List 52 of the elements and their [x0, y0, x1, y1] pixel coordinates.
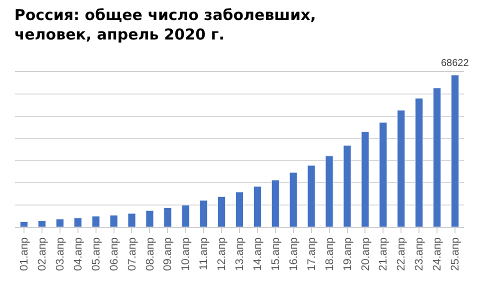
x-tick-label: 22.апр	[396, 237, 408, 271]
x-tick-label: 12.апр	[216, 237, 228, 271]
bar	[92, 216, 100, 227]
bar	[325, 156, 334, 227]
bar	[253, 186, 262, 227]
x-tick-label: 05.апр	[90, 237, 102, 271]
x-tick-label: 18.апр	[324, 237, 336, 271]
x-tick-label: 24.апр	[432, 237, 444, 271]
bar	[56, 218, 64, 227]
x-tick-label: 20.апр	[360, 237, 372, 271]
bar	[146, 210, 154, 227]
x-tick-label: 01.апр	[18, 237, 31, 271]
x-tick-label: 14.апр	[252, 237, 264, 271]
chart-title: Россия: общее число заболевших, человек, апрель 2020 г.	[14, 6, 316, 44]
bar	[235, 192, 244, 227]
bar	[128, 213, 136, 227]
bar	[433, 88, 442, 227]
x-tick-label: 19.апр	[342, 237, 354, 271]
bar	[307, 165, 316, 227]
bar	[164, 207, 172, 227]
bar	[343, 145, 352, 227]
bar	[74, 218, 82, 227]
x-tick-label: 13.апр	[234, 237, 246, 271]
bar	[110, 215, 118, 227]
data-label: 68622	[441, 58, 470, 69]
bar	[289, 172, 298, 227]
x-tick-label: 16.апр	[288, 237, 300, 271]
bar	[379, 122, 388, 227]
bar	[397, 110, 406, 227]
x-tick-label: 03.апр	[54, 237, 66, 271]
x-tick-label: 25.апр	[450, 237, 462, 271]
x-tick-label: 23.апр	[414, 237, 426, 271]
bar	[182, 204, 190, 227]
bar	[200, 200, 208, 227]
bar	[415, 98, 424, 227]
x-tick-label: 21.апр	[378, 237, 390, 271]
x-tick-label: 15.апр	[270, 237, 282, 271]
x-tick-label: 04.апр	[72, 237, 84, 271]
x-tick-label: 06.апр	[108, 237, 120, 271]
bar	[20, 221, 28, 227]
x-tick-label: 09.апр	[162, 237, 174, 271]
bar	[451, 74, 460, 227]
x-tick-label: 08.апр	[144, 237, 156, 271]
bar	[271, 180, 280, 227]
x-tick-label: 07.апр	[126, 237, 138, 271]
bar	[218, 196, 226, 227]
x-tick-label: 02.апр	[36, 237, 49, 271]
x-tick-label: 10.апр	[180, 237, 192, 271]
x-tick-label: 11.апр	[198, 237, 210, 270]
x-tick-label: 17.апр	[306, 237, 318, 271]
bar	[361, 132, 370, 227]
bar	[38, 220, 46, 227]
